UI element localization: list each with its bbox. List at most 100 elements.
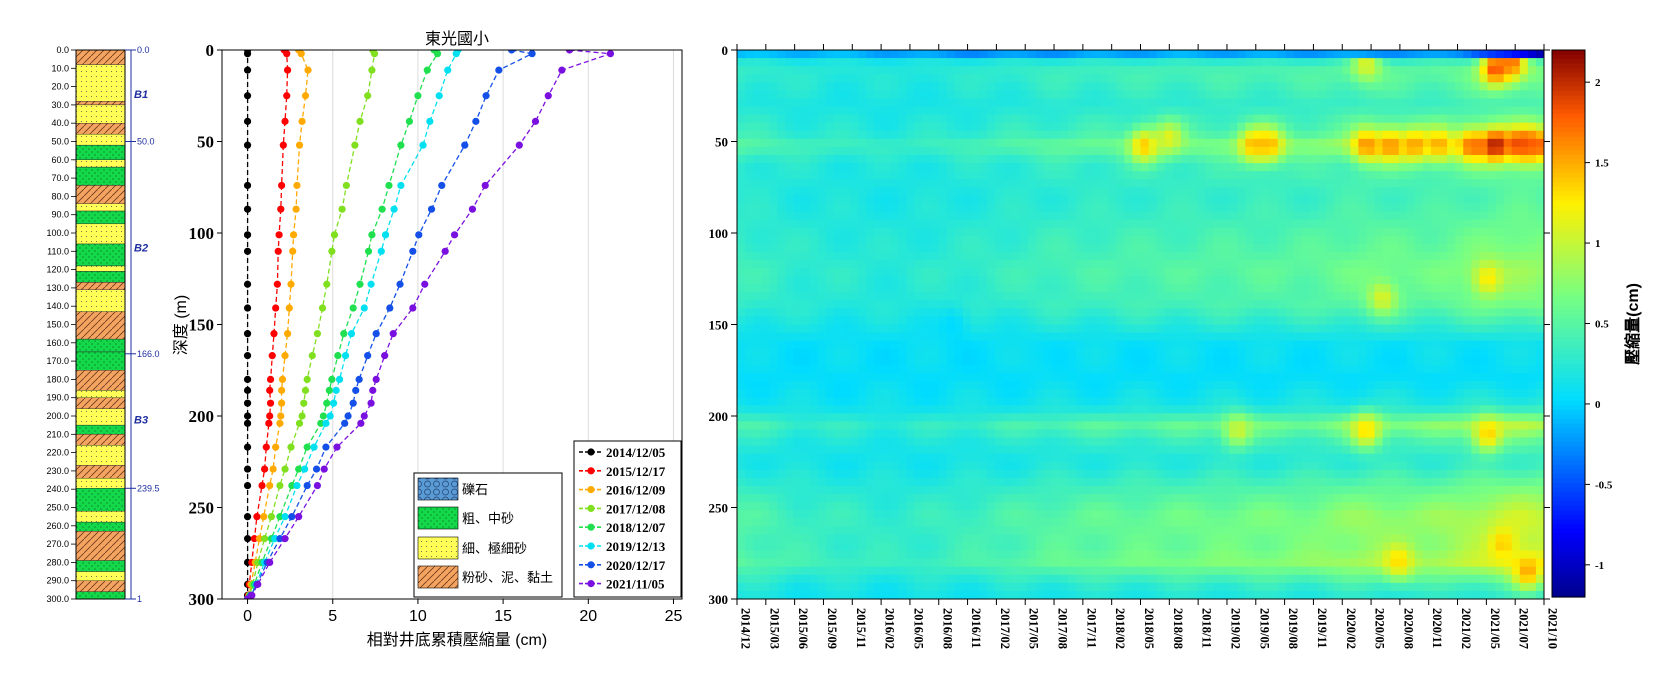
- heatmap-cell: [1051, 58, 1061, 67]
- heatmap-cell: [1261, 154, 1271, 164]
- heatmap-cell: [1027, 477, 1037, 487]
- heatmap-cell: [1156, 381, 1166, 390]
- profile-point: [356, 117, 364, 125]
- heatmap-cell: [922, 364, 932, 374]
- heatmap-cell: [938, 469, 948, 479]
- heatmap-cell: [1253, 50, 1263, 59]
- heatmap-cell: [1245, 558, 1255, 568]
- heatmap-cell: [849, 276, 859, 285]
- heatmap-cell: [1164, 477, 1174, 487]
- heatmap-cell: [761, 381, 770, 390]
- heatmap-cell: [1188, 195, 1198, 204]
- heatmap-cell: [930, 171, 940, 180]
- column-layer-fine: [75, 390, 126, 398]
- heatmap-cell: [777, 308, 787, 318]
- heatmap-cell: [1261, 558, 1271, 568]
- heatmap-cell: [971, 494, 980, 503]
- heatmap-cell: [922, 58, 932, 67]
- heatmap-cell: [801, 461, 811, 471]
- heatmap-cell: [1059, 518, 1069, 527]
- heatmap-cell: [1116, 146, 1125, 156]
- heatmap-cell: [938, 502, 948, 511]
- heatmap-cell: [1092, 292, 1101, 301]
- heatmap-cell: [922, 106, 932, 116]
- heatmap-cell: [1132, 243, 1142, 253]
- profile-point: [283, 66, 292, 74]
- heatmap-cell: [946, 243, 956, 253]
- heatmap-cell: [898, 461, 908, 471]
- heatmap-cell: [1043, 461, 1053, 471]
- heatmap-cell: [1205, 421, 1214, 431]
- heatmap-cell: [858, 510, 867, 519]
- heatmap-cell: [1051, 195, 1061, 204]
- heatmap-cell: [1003, 372, 1012, 382]
- heatmap-cell: [987, 364, 996, 374]
- heatmap-cell: [1164, 389, 1174, 398]
- heatmap-cell: [1124, 235, 1134, 245]
- heatmap-cell: [906, 66, 916, 75]
- heatmap-cell: [1092, 461, 1101, 471]
- heatmap-cell: [882, 356, 891, 366]
- heatmap-cell: [737, 332, 746, 342]
- heatmap-cell: [1188, 429, 1198, 439]
- heatmap-cell: [1019, 502, 1029, 511]
- heatmap-cell: [874, 518, 883, 527]
- heatmap-cell: [1237, 292, 1247, 301]
- heatmap-cell: [801, 348, 811, 358]
- heatmap-cell: [1067, 106, 1077, 116]
- heatmap-cell: [1027, 582, 1037, 592]
- heatmap-cell: [1084, 259, 1093, 269]
- heatmap-cell: [874, 485, 883, 495]
- heatmap-cell: [906, 445, 916, 455]
- heatmap-cell: [1229, 445, 1238, 455]
- profile-point: [320, 465, 328, 473]
- heatmap-cell: [1075, 130, 1085, 140]
- heatmap-cell: [995, 332, 1004, 342]
- heatmap-cell: [954, 477, 964, 487]
- heatmap-cell: [1027, 259, 1037, 269]
- heatmap-cell: [1229, 66, 1238, 75]
- heatmap-cell: [1221, 542, 1230, 552]
- heatmap-cell: [1205, 195, 1214, 204]
- heatmap-cell: [962, 502, 972, 511]
- heatmap-cell: [785, 582, 795, 592]
- heatmap-cell: [825, 316, 835, 326]
- heatmap-cell: [1051, 82, 1061, 91]
- heatmap-cell: [922, 389, 932, 398]
- heatmap-cell: [1237, 405, 1247, 414]
- heatmap-cell: [890, 292, 899, 301]
- heatmap-cell: [962, 179, 972, 188]
- heatmap-cell: [1229, 316, 1238, 326]
- heatmap-cell: [1261, 389, 1271, 398]
- heatmap-cell: [930, 421, 940, 431]
- heatmap-cell: [898, 154, 908, 164]
- heatmap-cell: [793, 267, 803, 277]
- heatmap-cell: [769, 461, 778, 471]
- heatmap-cell: [1067, 243, 1077, 253]
- heatmap-cell: [1084, 453, 1093, 463]
- heatmap-cell: [1108, 421, 1117, 431]
- heatmap-cell: [987, 203, 996, 213]
- heatmap-cell: [1261, 381, 1271, 390]
- heatmap-cell: [1172, 582, 1182, 592]
- heatmap-cell: [1132, 114, 1142, 124]
- heatmap-cell: [1027, 494, 1037, 503]
- heatmap-cell: [971, 300, 980, 309]
- heatmap-cell: [1245, 50, 1255, 59]
- heatmap-cell: [793, 453, 803, 463]
- heatmap-cell: [995, 187, 1004, 196]
- heatmap-cell: [1205, 58, 1214, 67]
- heatmap-cell: [1124, 582, 1134, 592]
- heatmap-cell: [866, 276, 875, 285]
- heatmap-cell: [1156, 203, 1166, 213]
- heatmap-cell: [777, 389, 787, 398]
- column-depth-tick-label: 150.0: [46, 320, 69, 330]
- heatmap-cell: [930, 90, 940, 100]
- heatmap-cell: [1172, 590, 1182, 599]
- heatmap-cell: [809, 461, 819, 471]
- heatmap-cell: [1180, 485, 1190, 495]
- heatmap-cell: [858, 308, 867, 318]
- heatmap-cell: [1100, 146, 1109, 156]
- column-layer-coarse: [75, 424, 126, 435]
- heatmap-cell: [777, 106, 787, 116]
